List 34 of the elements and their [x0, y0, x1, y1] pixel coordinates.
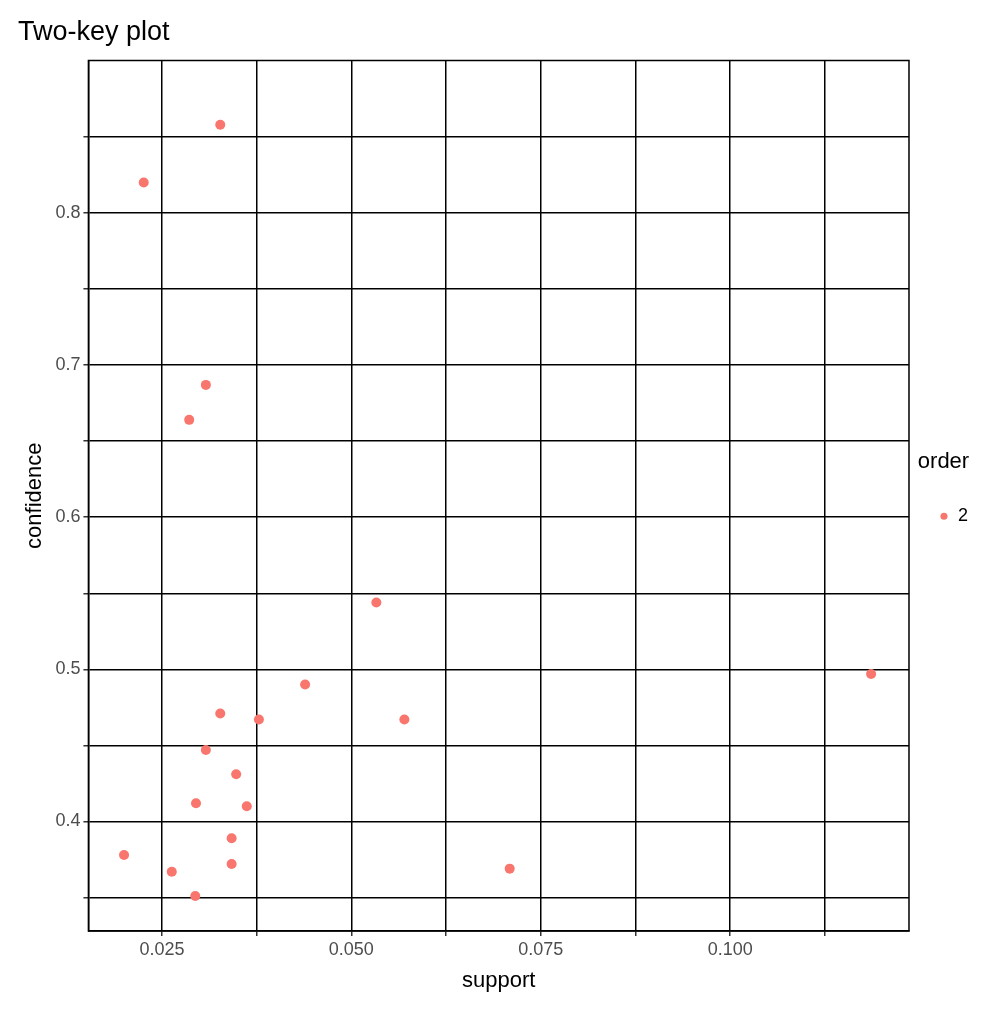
x-tick-label: 0.050: [328, 938, 374, 959]
x-tick-label: 0.025: [139, 938, 185, 959]
point: [166, 866, 177, 877]
legend-label: 2: [957, 505, 968, 526]
point: [138, 177, 149, 188]
y-tick-label: 0.8: [55, 201, 81, 222]
point: [399, 714, 410, 725]
x-axis-title: support: [462, 966, 536, 992]
y-tick-label: 0.5: [55, 658, 81, 679]
point: [191, 798, 202, 809]
point: [200, 379, 211, 390]
x-tick-label: 0.100: [707, 938, 753, 959]
point: [215, 708, 226, 719]
point: [190, 891, 201, 902]
point: [119, 849, 130, 860]
y-tick-label: 0.6: [55, 506, 81, 527]
x-tick-label: 0.075: [518, 938, 564, 959]
chart-title: Two-key plot: [18, 15, 171, 46]
point: [200, 744, 211, 755]
point: [241, 801, 252, 812]
point: [300, 679, 311, 690]
point: [866, 668, 877, 679]
legend-title: order: [917, 447, 970, 473]
point: [215, 119, 226, 130]
point: [253, 714, 264, 725]
y-tick-label: 0.4: [55, 810, 81, 831]
point: [231, 769, 242, 780]
point: [226, 833, 237, 844]
point: [184, 414, 195, 425]
point: [226, 859, 237, 870]
y-axis-title: confidence: [21, 442, 47, 549]
y-tick-label: 0.7: [55, 354, 81, 375]
point: [504, 863, 515, 874]
point: [371, 597, 382, 608]
